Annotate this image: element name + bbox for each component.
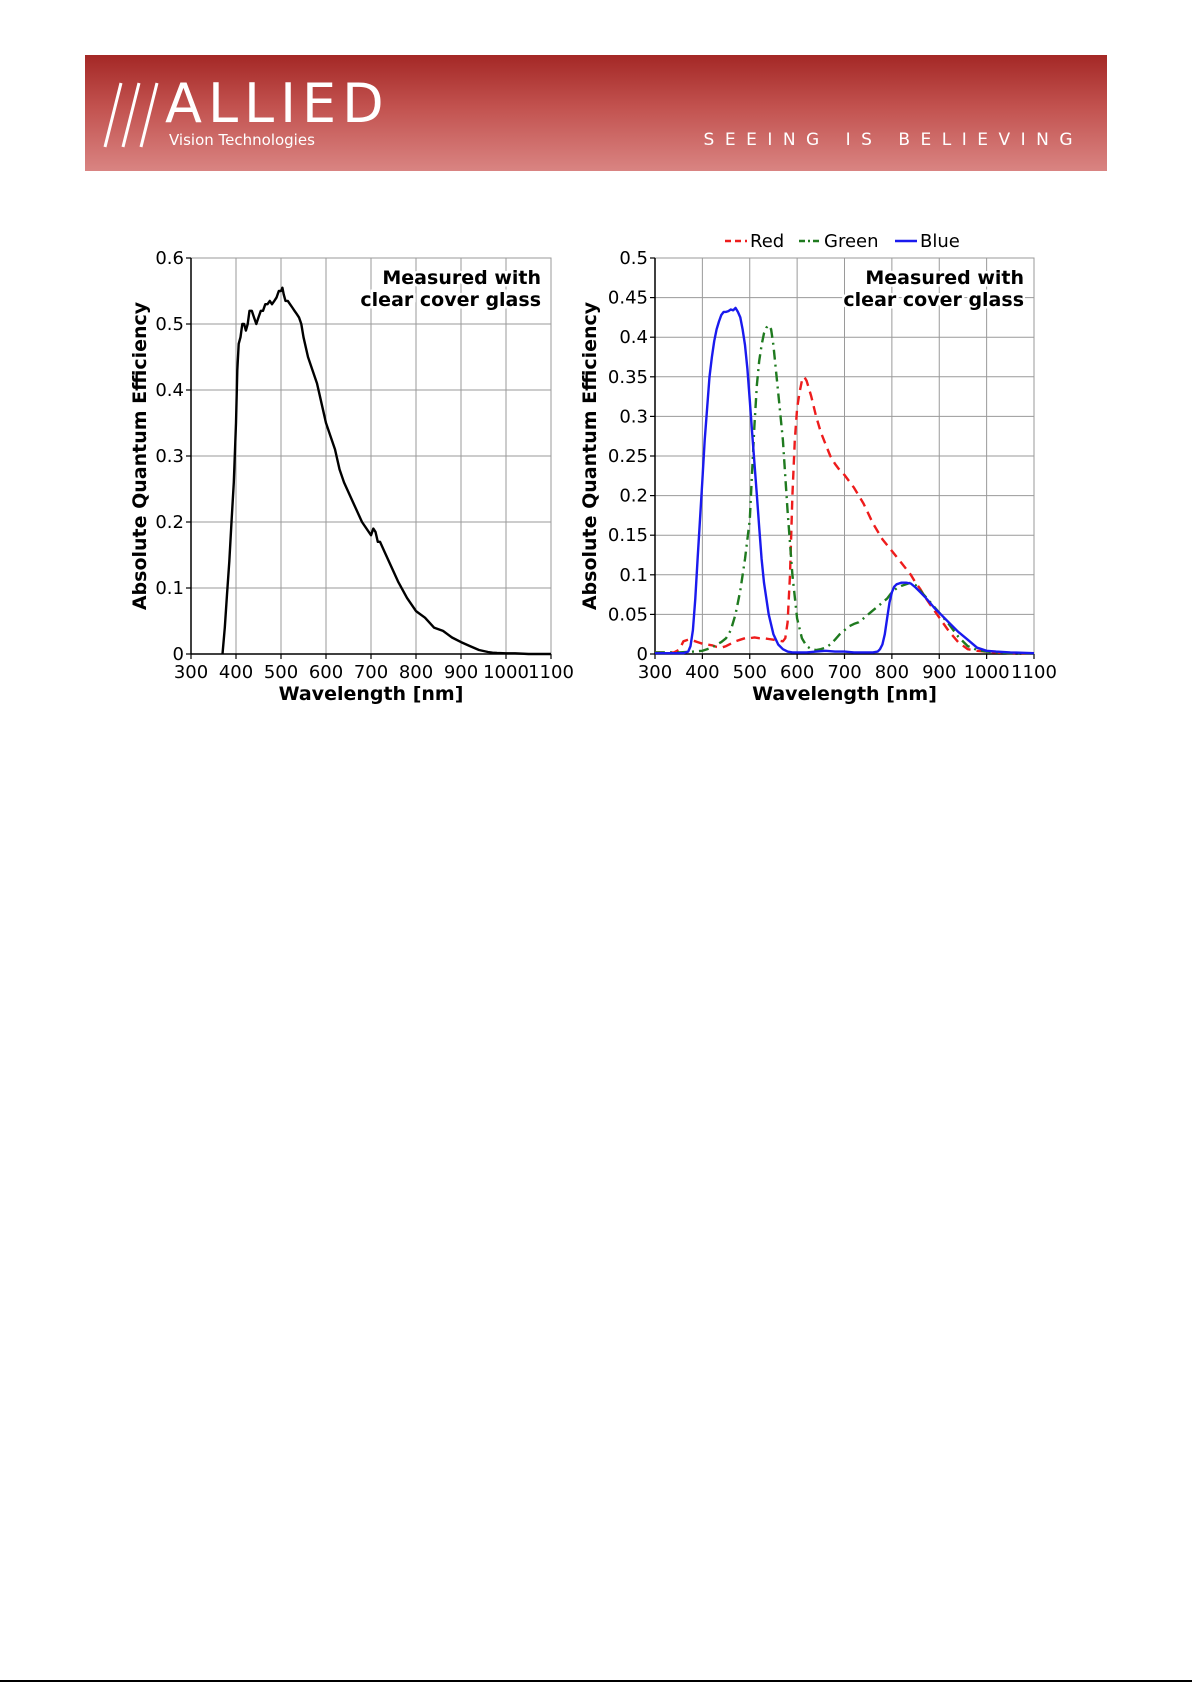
x-axis-title: Wavelength [nm] bbox=[279, 683, 464, 705]
y-tick-label: 0.3 bbox=[619, 406, 648, 427]
x-tick-label: 900 bbox=[922, 662, 956, 683]
chart-color-qe: 300 400 500 600 700 800 900 1000 1100 0 0.05 0.1 0.1… bbox=[579, 231, 1057, 705]
x-tick-label: 1000 bbox=[964, 662, 1010, 683]
y-tick-label: 0.35 bbox=[608, 367, 648, 388]
y-tick-label: 0.25 bbox=[608, 446, 648, 467]
logo-slashes-icon bbox=[103, 82, 159, 148]
series-line-blue bbox=[655, 306, 1035, 655]
x-tick-label: 700 bbox=[827, 662, 861, 683]
x-tick-label: 1000 bbox=[483, 662, 529, 683]
annotation-line: clear cover glass bbox=[360, 289, 541, 311]
x-tick-label: 1100 bbox=[528, 662, 574, 683]
y-tick-label: 0.5 bbox=[155, 314, 184, 335]
y-tick-label: 0.45 bbox=[608, 288, 648, 309]
x-tick-label: 300 bbox=[174, 662, 208, 683]
y-tick-label: 0.05 bbox=[608, 604, 648, 625]
x-tick-label: 1100 bbox=[1011, 662, 1057, 683]
y-tick-label: 0.1 bbox=[619, 565, 648, 586]
x-tick-label: 600 bbox=[309, 662, 343, 683]
x-tick-label: 500 bbox=[733, 662, 767, 683]
header-banner: ALLIED Vision Technologies SEEING IS BEL… bbox=[85, 55, 1107, 171]
annotation-line: Measured with bbox=[865, 267, 1024, 289]
series-line bbox=[221, 286, 551, 656]
brand-name: ALLIED bbox=[165, 72, 390, 135]
annotation-line: Measured with bbox=[382, 267, 541, 289]
y-tick-label: 0.15 bbox=[608, 525, 648, 546]
y-axis-title: Absolute Quantum Efficiency bbox=[579, 301, 601, 610]
y-axis-title: Absolute Quantum Efficiency bbox=[129, 301, 151, 610]
y-tick-label: 0 bbox=[637, 644, 648, 665]
x-tick-label: 300 bbox=[638, 662, 672, 683]
x-tick-label: 700 bbox=[354, 662, 388, 683]
x-tick-label: 600 bbox=[780, 662, 814, 683]
y-tick-label: 0.2 bbox=[155, 512, 184, 533]
tagline: SEEING IS BELIEVING bbox=[703, 130, 1083, 150]
x-tick-label: 800 bbox=[875, 662, 909, 683]
y-tick-label: 0.5 bbox=[619, 248, 648, 269]
x-tick-label: 500 bbox=[264, 662, 298, 683]
y-tick-label: 0.4 bbox=[155, 380, 184, 401]
legend-label-blue: Blue bbox=[920, 231, 960, 252]
y-tick-label: 0 bbox=[173, 644, 184, 665]
y-tick-label: 0.4 bbox=[619, 327, 648, 348]
y-tick-label: 0.6 bbox=[155, 248, 184, 269]
series-line-green bbox=[655, 324, 1034, 655]
y-tick-label: 0.3 bbox=[155, 446, 184, 467]
charts-canvas: 300 400 500 600 700 800 900 1000 110000.10.20.30… bbox=[129, 231, 1057, 705]
footer-rule bbox=[0, 1680, 1192, 1682]
x-tick-label: 400 bbox=[219, 662, 253, 683]
x-tick-label: 900 bbox=[444, 662, 478, 683]
x-tick-label: 800 bbox=[399, 662, 433, 683]
legend-label-red: Red bbox=[750, 231, 784, 252]
brand-subtitle: Vision Technologies bbox=[169, 131, 315, 149]
annotation-line: clear cover glass bbox=[843, 289, 1024, 311]
chart-mono-qe: 300 400 500 600 700 800 900 1000 1100 0 0.1 0.2 0.3 0… bbox=[129, 248, 574, 705]
y-tick-label: 0.1 bbox=[155, 578, 184, 599]
y-tick-label: 0.2 bbox=[619, 486, 648, 507]
legend-label-green: Green bbox=[824, 231, 879, 252]
x-axis-title: Wavelength [nm] bbox=[752, 683, 937, 705]
x-tick-label: 400 bbox=[685, 662, 719, 683]
